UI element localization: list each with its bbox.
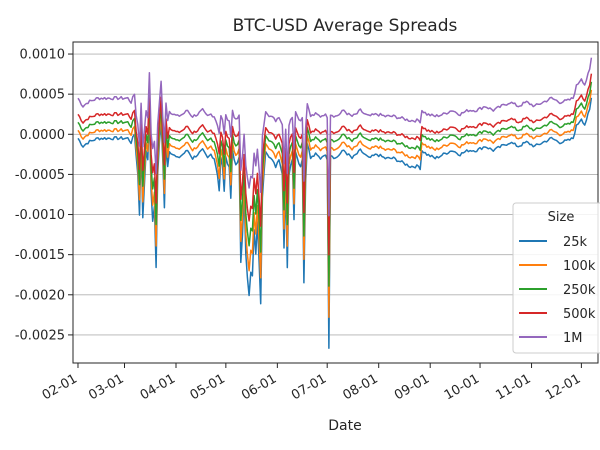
- y-tick-label: -0.0025: [15, 328, 65, 343]
- series-lines: [77, 57, 593, 350]
- series-line-1M: [77, 57, 593, 217]
- y-tick-label: -0.0020: [15, 288, 65, 303]
- legend-label: 1M: [563, 331, 583, 346]
- legend-title: Size: [548, 210, 575, 225]
- x-tick-label: 07-01: [289, 371, 329, 403]
- legend-label: 500k: [563, 307, 596, 322]
- x-tick-label: 12-01: [543, 371, 583, 403]
- x-tick-label: 05-01: [188, 371, 228, 403]
- legend-label: 100k: [563, 259, 596, 274]
- y-tick-label: -0.0005: [15, 168, 65, 183]
- y-axis: 0.0010 0.0005 0.0000 -0.0005 -0.0010 -0.0015 -…: [15, 48, 73, 343]
- legend-items: 25k 100k 250k 500k 1M: [519, 235, 596, 346]
- x-axis-label: Date: [328, 418, 361, 434]
- legend: Size 25k 100k 250k 500k 1M: [512, 202, 600, 354]
- y-tick-label: 0.0005: [20, 88, 66, 103]
- chart-title: BTC-USD Average Spreads: [233, 16, 458, 36]
- y-tick-label: -0.0010: [15, 208, 65, 223]
- x-tick-label: 08-01: [340, 371, 380, 403]
- x-tick-label: 11-01: [493, 371, 533, 403]
- y-tick-label: 0.0010: [20, 48, 66, 63]
- y-tick-label: 0.0000: [20, 128, 66, 143]
- x-tick-label: 03-01: [86, 371, 126, 403]
- x-tick-label: 04-01: [138, 371, 178, 403]
- x-axis: 02-01 03-01 04-01 05-01 06-01 07-01 08-01 09-01…: [40, 363, 583, 403]
- legend-box: [512, 202, 600, 354]
- x-tick-label: 10-01: [442, 371, 482, 403]
- y-tick-label: -0.0015: [15, 248, 65, 263]
- legend-label: 250k: [563, 283, 596, 298]
- x-tick-label: 06-01: [239, 371, 279, 403]
- x-tick-label: 09-01: [392, 371, 432, 403]
- x-tick-label: 02-01: [40, 371, 80, 403]
- legend-label: 25k: [563, 235, 588, 250]
- series-line-500k: [77, 73, 593, 256]
